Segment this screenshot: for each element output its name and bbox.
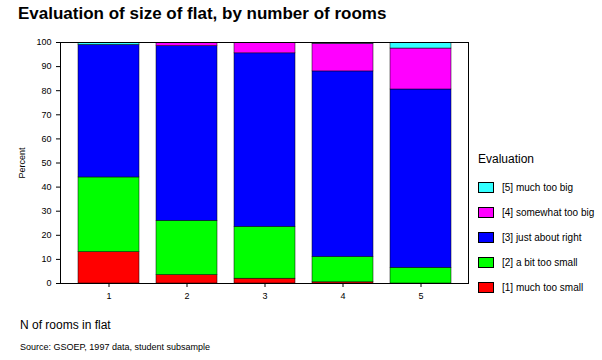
html-text:Source: GSOEP, 1997 data, stud: Source: GSOEP, 1997 data, student subsam…	[20, 342, 210, 352]
svg-text:1: 1	[106, 291, 111, 301]
svg-text:0: 0	[46, 278, 51, 288]
svg-text:5: 5	[418, 291, 423, 301]
svg-text:80: 80	[41, 86, 51, 96]
html-text:[2] a bit too small: [2] a bit too small	[502, 257, 578, 268]
svg-text:50: 50	[41, 158, 51, 168]
svg-text:100: 100	[36, 37, 51, 47]
html-text:[3] just about right: [3] just about right	[502, 232, 582, 243]
svg-text:3: 3	[262, 291, 267, 301]
html-text:[1] much too small: [1] much too small	[502, 282, 584, 293]
svg-text:60: 60	[41, 134, 51, 144]
svg-text:4: 4	[340, 291, 345, 301]
svg-text:2: 2	[184, 291, 189, 301]
svg-text:40: 40	[41, 182, 51, 192]
html-text:Evaluation: Evaluation	[478, 152, 534, 166]
svg-text:Percent: Percent	[17, 147, 27, 179]
html-text:[5] much too big: [5] much too big	[502, 182, 574, 193]
svg-text:90: 90	[41, 61, 51, 71]
svg-text:30: 30	[41, 206, 51, 216]
html-text:N of rooms in flat: N of rooms in flat	[20, 318, 111, 332]
html-text:[4] somewhat too big: [4] somewhat too big	[502, 207, 595, 218]
svg-text:10: 10	[41, 254, 51, 264]
html-text:Evaluation of size of flat, by: Evaluation of size of flat, by number of…	[18, 4, 387, 23]
svg-text:20: 20	[41, 230, 51, 240]
svg-text:70: 70	[41, 110, 51, 120]
